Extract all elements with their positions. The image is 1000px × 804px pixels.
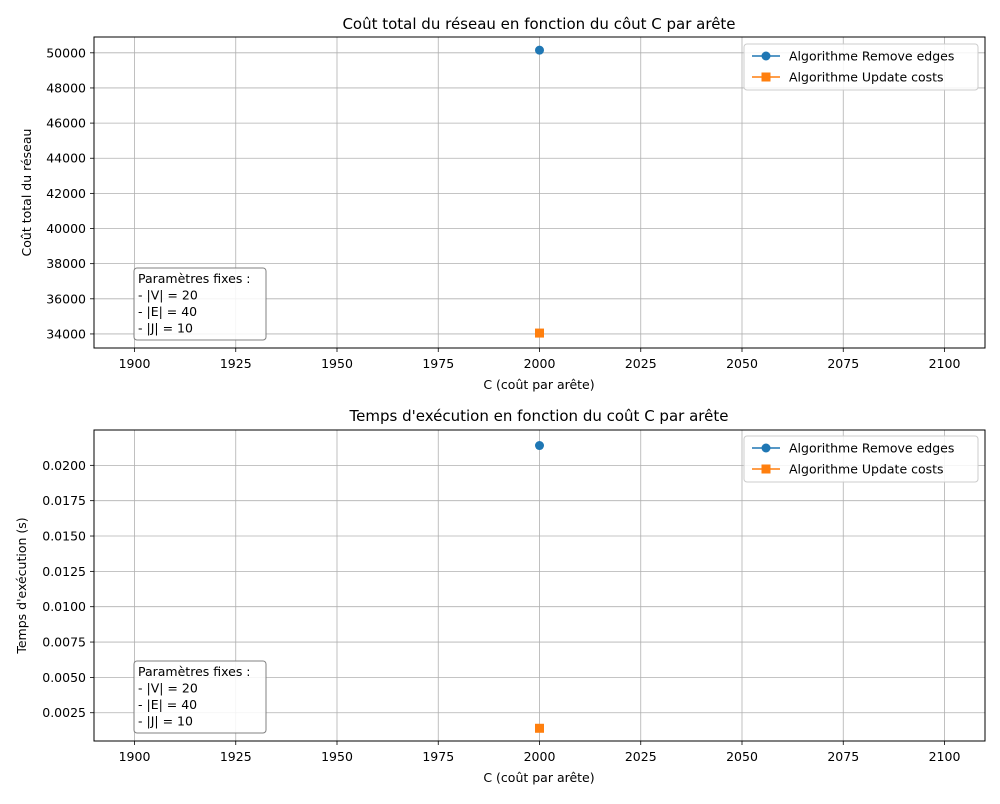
x-tick-label: 1900 (119, 356, 151, 371)
x-tick-label: 1925 (220, 356, 252, 371)
y-tick-label: 44000 (46, 151, 86, 166)
annotation-frame (133, 660, 267, 734)
fixed-parameters-box: Paramètres fixes : - |V| = 20- |E| = 40 - … (133, 660, 267, 734)
y-tick-label: 0.0200 (42, 458, 86, 473)
annotation-line: Paramètres fixes : (138, 271, 251, 286)
annotation-line: - |J| = 10 (138, 321, 193, 336)
annotation-line: - |E| = 40 (138, 304, 197, 319)
y-tick-label: 48000 (46, 80, 86, 95)
y-tick-label: 36000 (46, 291, 86, 306)
legend-label: Algorithme Update costs (789, 462, 944, 477)
y-tick-label: 46000 (46, 116, 86, 131)
legend-swatch-marker (761, 464, 771, 474)
x-tick-label: 2050 (726, 749, 758, 764)
y-tick-label: 0.0150 (42, 529, 86, 544)
y-axis-ticks: 0.0025 0.0050 0.0075 0.0100 0.0125 0.0150 0.01… (42, 458, 94, 720)
x-tick-label: 2100 (929, 356, 961, 371)
y-tick-label: 0.0175 (42, 493, 86, 508)
x-tick-label: 2075 (827, 356, 859, 371)
x-tick-label: 1900 (119, 749, 151, 764)
annotation-frame (133, 267, 267, 341)
y-axis-label: Coût total du réseau (19, 129, 34, 257)
legend-frame (743, 43, 979, 91)
annotation-line: Paramètres fixes : (138, 664, 251, 679)
x-tick-label: 2000 (524, 749, 556, 764)
x-tick-label: 1975 (422, 356, 454, 371)
data-marks (535, 45, 544, 338)
y-tick-label: 0.0125 (42, 564, 86, 579)
x-tick-label: 1925 (220, 749, 252, 764)
y-tick-label: 34000 (46, 326, 86, 341)
annotation-line: - |J| = 10 (138, 714, 193, 729)
annotation-line: - |V| = 20 (138, 681, 198, 696)
x-tick-label: 2000 (524, 356, 556, 371)
y-tick-label: 40000 (46, 221, 86, 236)
legend-swatch-marker (761, 443, 771, 453)
y-tick-label: 0.0100 (42, 599, 86, 614)
x-axis-ticks: 1900 1925 1950 1975 2000 2025 2050 2075 2100 (119, 741, 961, 764)
y-tick-label: 38000 (46, 256, 86, 271)
legend-swatch-marker (761, 51, 771, 61)
x-axis-ticks: 1900 1925 1950 1975 2000 2025 2050 2075 2100 (119, 348, 961, 371)
x-axis-label: C (coût par arête) (483, 377, 594, 392)
legend-frame (743, 435, 979, 483)
annotation-line: - |V| = 20 (138, 288, 198, 303)
chart-panel-time: Temps d'exécution en fonction du coût C … (14, 407, 986, 785)
chart-title: Coût total du réseau en fonction du côut… (342, 15, 735, 33)
y-tick-label: 0.0025 (42, 705, 86, 720)
y-tick-label: 42000 (46, 186, 86, 201)
x-tick-label: 2025 (625, 356, 657, 371)
data-point (535, 45, 544, 55)
chart-title: Temps d'exécution en fonction du coût C … (349, 407, 729, 425)
y-tick-label: 0.0075 (42, 635, 86, 650)
annotation-line: - |E| = 40 (138, 697, 197, 712)
x-tick-label: 2100 (929, 749, 961, 764)
y-axis-label: Temps d'exécution (s) (14, 517, 29, 654)
legend-label: Algorithme Remove edges (789, 49, 954, 64)
y-tick-label: 0.0050 (42, 670, 86, 685)
x-tick-label: 1950 (321, 749, 353, 764)
legend: Algorithme Remove edges Algorithme Update… (743, 43, 979, 91)
x-tick-label: 2050 (726, 356, 758, 371)
x-tick-label: 1975 (422, 749, 454, 764)
legend-label: Algorithme Remove edges (789, 441, 954, 456)
x-tick-label: 2075 (827, 749, 859, 764)
data-point (535, 441, 544, 451)
fixed-parameters-box: Paramètres fixes : - |V| = 20- |E| = 40 - … (133, 267, 267, 341)
data-point (535, 723, 544, 733)
chart-panel-cost: Coût total du réseau en fonction du côut… (19, 15, 986, 392)
legend-swatch-marker (761, 72, 771, 82)
y-axis-ticks: 34000 36000 38000 40000 42000 44000 46000 48000… (46, 45, 94, 341)
data-marks (535, 441, 544, 733)
y-tick-label: 50000 (46, 45, 86, 60)
legend: Algorithme Remove edges Algorithme Update… (743, 435, 979, 483)
legend-label: Algorithme Update costs (789, 70, 944, 85)
x-axis-label: C (coût par arête) (483, 770, 594, 785)
data-point (535, 328, 544, 338)
x-tick-label: 1950 (321, 356, 353, 371)
x-tick-label: 2025 (625, 749, 657, 764)
